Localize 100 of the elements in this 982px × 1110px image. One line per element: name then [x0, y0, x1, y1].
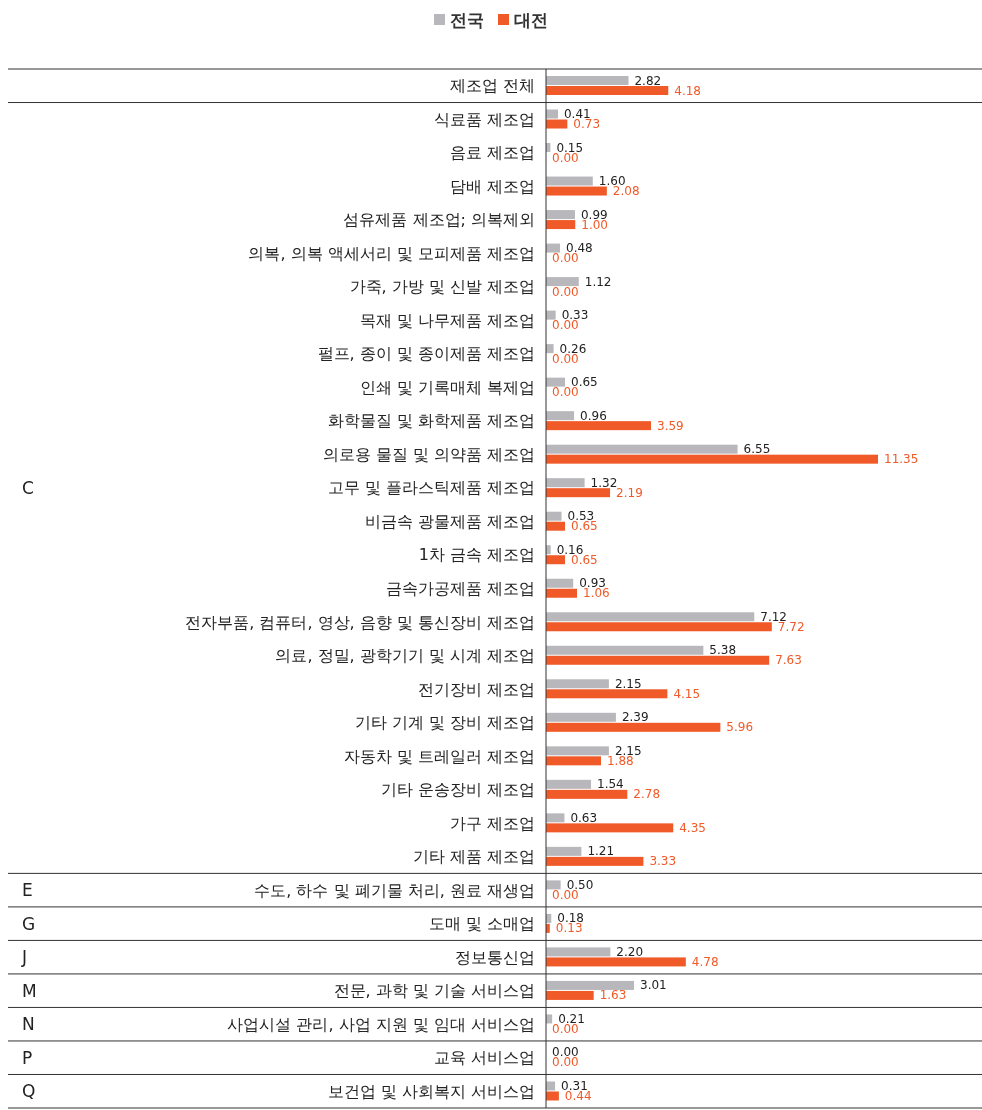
- bar: [546, 521, 566, 531]
- y-tick-label: 기타 기계 및 장비 제조업: [354, 713, 535, 733]
- bar: [546, 990, 594, 1000]
- data-label: 3.59: [657, 418, 684, 433]
- bar: [546, 411, 575, 421]
- data-label: 4.15: [673, 686, 701, 701]
- bar: [546, 823, 674, 833]
- bar: [546, 679, 609, 689]
- legend-label: 전국: [450, 10, 484, 30]
- data-label: 2.15: [614, 676, 642, 691]
- bar: [546, 119, 568, 129]
- text: P: [22, 1047, 33, 1068]
- data-label: 1.12: [584, 274, 612, 289]
- y-tick-label: 비금속 광물제품 제조업: [364, 511, 535, 531]
- y-tick-label: 가구 제조업: [449, 813, 535, 833]
- y-tick-label: 담배 제조업: [449, 176, 535, 196]
- text: N: [22, 1014, 35, 1035]
- data-label: 0.00: [552, 284, 579, 299]
- bar: [546, 856, 644, 866]
- bar: [546, 444, 738, 454]
- data-label: 1.06: [583, 586, 610, 601]
- bar: [546, 947, 611, 957]
- data-label: 0.00: [552, 1055, 579, 1070]
- y-tick-label: 의로용 물질 및 의약품 제조업: [322, 444, 535, 464]
- y-tick-label: 음료 제조업: [449, 143, 535, 163]
- bar: [546, 210, 575, 220]
- data-label: 2.78: [633, 787, 661, 802]
- text: M: [22, 980, 37, 1001]
- y-tick-label: 보건업 및 사회복지 서비스업: [327, 1081, 535, 1101]
- bar: [546, 578, 574, 588]
- y-tick-label: 전자부품, 컴퓨터, 영상, 음향 및 통신장비 제조업: [185, 612, 535, 632]
- bar: [546, 478, 585, 488]
- bar: [546, 511, 562, 521]
- data-label: 2.82: [634, 73, 662, 88]
- y-tick-label: 제조업 전체: [449, 76, 535, 96]
- y-tick-label: 전문, 과학 및 기술 서비스업: [333, 981, 535, 1001]
- y-tick-label: 목재 및 나무제품 제조업: [359, 310, 535, 330]
- text: C: [22, 477, 34, 498]
- data-label: 0.96: [580, 408, 607, 423]
- y-tick-label: 식료품 제조업: [433, 109, 535, 129]
- y-tick-label: 금속가공제품 제조업: [385, 579, 535, 598]
- data-label: 0.00: [552, 251, 579, 266]
- data-label: 1.88: [606, 753, 634, 768]
- data-label: 2.20: [616, 944, 644, 959]
- data-label: 5.96: [726, 720, 754, 735]
- bar: [546, 1091, 559, 1101]
- bar: [546, 220, 576, 230]
- data-label: 1.54: [597, 777, 624, 792]
- y-tick-label: 의료, 정밀, 광학기기 및 시계 제조업: [275, 646, 535, 666]
- bar: [546, 310, 556, 320]
- bar: [546, 789, 628, 799]
- bar: [546, 645, 704, 655]
- bar: [546, 277, 579, 287]
- data-label: 2.08: [612, 184, 640, 199]
- bar: [546, 176, 593, 186]
- bar: [546, 712, 616, 722]
- bar: [546, 746, 609, 756]
- bar: [546, 86, 669, 95]
- y-tick-label: 화학물질 및 화학제품 제조업: [327, 411, 535, 431]
- data-label: 0.73: [573, 117, 601, 132]
- text: Q: [22, 1081, 36, 1102]
- bar: [546, 588, 578, 598]
- data-label: 2.19: [616, 485, 643, 500]
- text: E: [22, 880, 33, 901]
- data-label: 0.00: [552, 318, 579, 333]
- data-label: 0.65: [571, 552, 598, 567]
- data-label: 0.65: [571, 519, 598, 534]
- data-label: 0.00: [552, 385, 579, 400]
- y-tick-label: 자동차 및 트레일러 제조업: [343, 746, 535, 766]
- y-tick-label: 고무 및 플라스틱제품 제조업: [327, 478, 535, 498]
- bar: [546, 980, 635, 990]
- y-tick-label: 1차 금속 제조업: [418, 545, 535, 565]
- bar: [546, 421, 652, 431]
- data-label: 4.18: [674, 83, 701, 98]
- data-label: 5.38: [709, 643, 737, 658]
- data-label: 6.55: [743, 442, 771, 457]
- y-tick-label: 교육 서비스업: [433, 1048, 535, 1068]
- bar: [546, 722, 721, 732]
- bar: [546, 689, 668, 699]
- y-tick-label: 가죽, 가방 및 신발 제조업: [349, 277, 535, 297]
- y-tick-label: 수도, 하수 및 폐기물 처리, 원료 재생업: [254, 880, 535, 900]
- bar: [546, 957, 686, 967]
- data-label: 1.32: [590, 475, 618, 490]
- y-tick-label: 도매 및 소매업: [428, 914, 535, 934]
- bar: [546, 880, 561, 890]
- bar: [546, 846, 582, 856]
- data-label: 1.00: [581, 217, 608, 232]
- bar: [546, 377, 566, 387]
- data-label: 0.63: [570, 810, 598, 825]
- y-tick-label: 기타 운송장비 제조업: [380, 780, 535, 800]
- bar: [546, 454, 878, 464]
- legend-label: 대전: [514, 10, 548, 30]
- bar: [546, 612, 755, 622]
- bar: [546, 655, 770, 665]
- y-tick-label: 의복, 의복 액세서리 및 모피제품 제조업: [248, 243, 535, 263]
- bar: [546, 779, 592, 789]
- data-label: 0.00: [552, 150, 579, 165]
- bar: [546, 756, 601, 766]
- bar: [546, 555, 566, 565]
- bar: [546, 622, 772, 632]
